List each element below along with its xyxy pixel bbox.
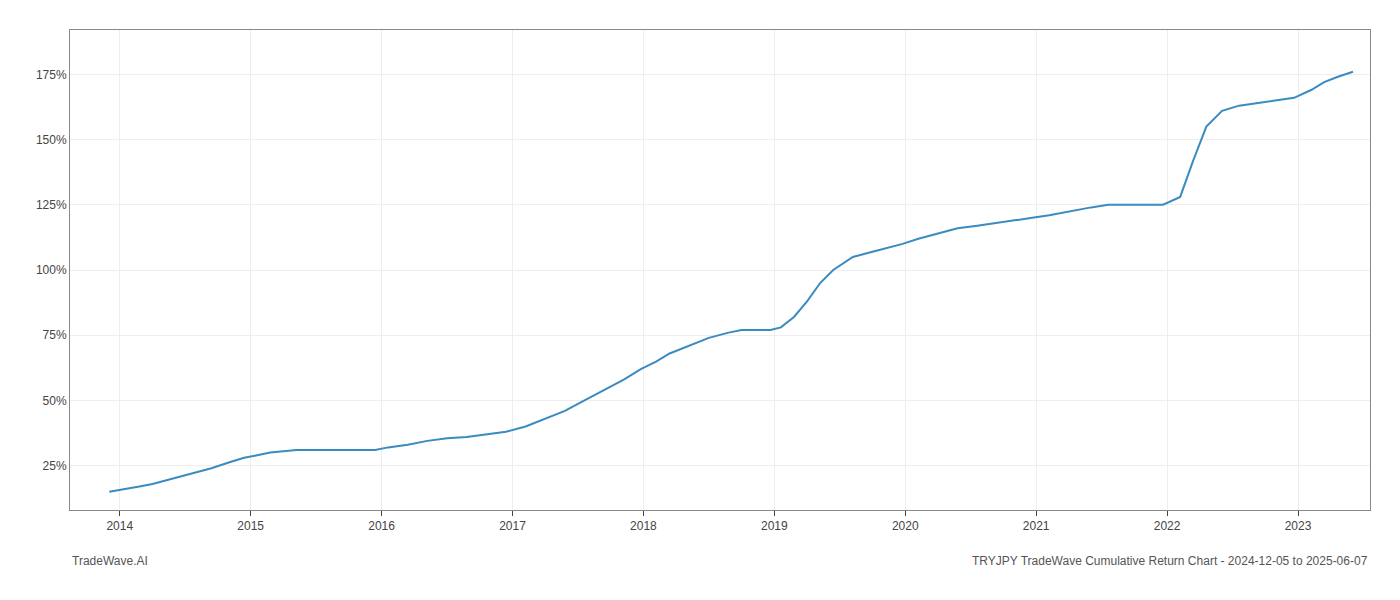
- svg-text:75%: 75%: [43, 328, 67, 342]
- svg-text:25%: 25%: [43, 459, 67, 473]
- svg-text:2021: 2021: [1023, 519, 1050, 533]
- svg-text:125%: 125%: [36, 198, 67, 212]
- svg-text:175%: 175%: [36, 68, 67, 82]
- svg-text:2014: 2014: [106, 519, 133, 533]
- svg-text:2019: 2019: [761, 519, 788, 533]
- svg-text:TradeWave.AI: TradeWave.AI: [72, 554, 148, 568]
- svg-text:2022: 2022: [1154, 519, 1181, 533]
- svg-text:100%: 100%: [36, 263, 67, 277]
- svg-text:2018: 2018: [630, 519, 657, 533]
- svg-text:2017: 2017: [499, 519, 526, 533]
- svg-text:2020: 2020: [892, 519, 919, 533]
- svg-text:50%: 50%: [43, 394, 67, 408]
- svg-text:2015: 2015: [237, 519, 264, 533]
- svg-text:2023: 2023: [1285, 519, 1312, 533]
- svg-text:150%: 150%: [36, 133, 67, 147]
- svg-text:TRYJPY TradeWave Cumulative Re: TRYJPY TradeWave Cumulative Return Chart…: [972, 554, 1368, 568]
- svg-text:2016: 2016: [368, 519, 395, 533]
